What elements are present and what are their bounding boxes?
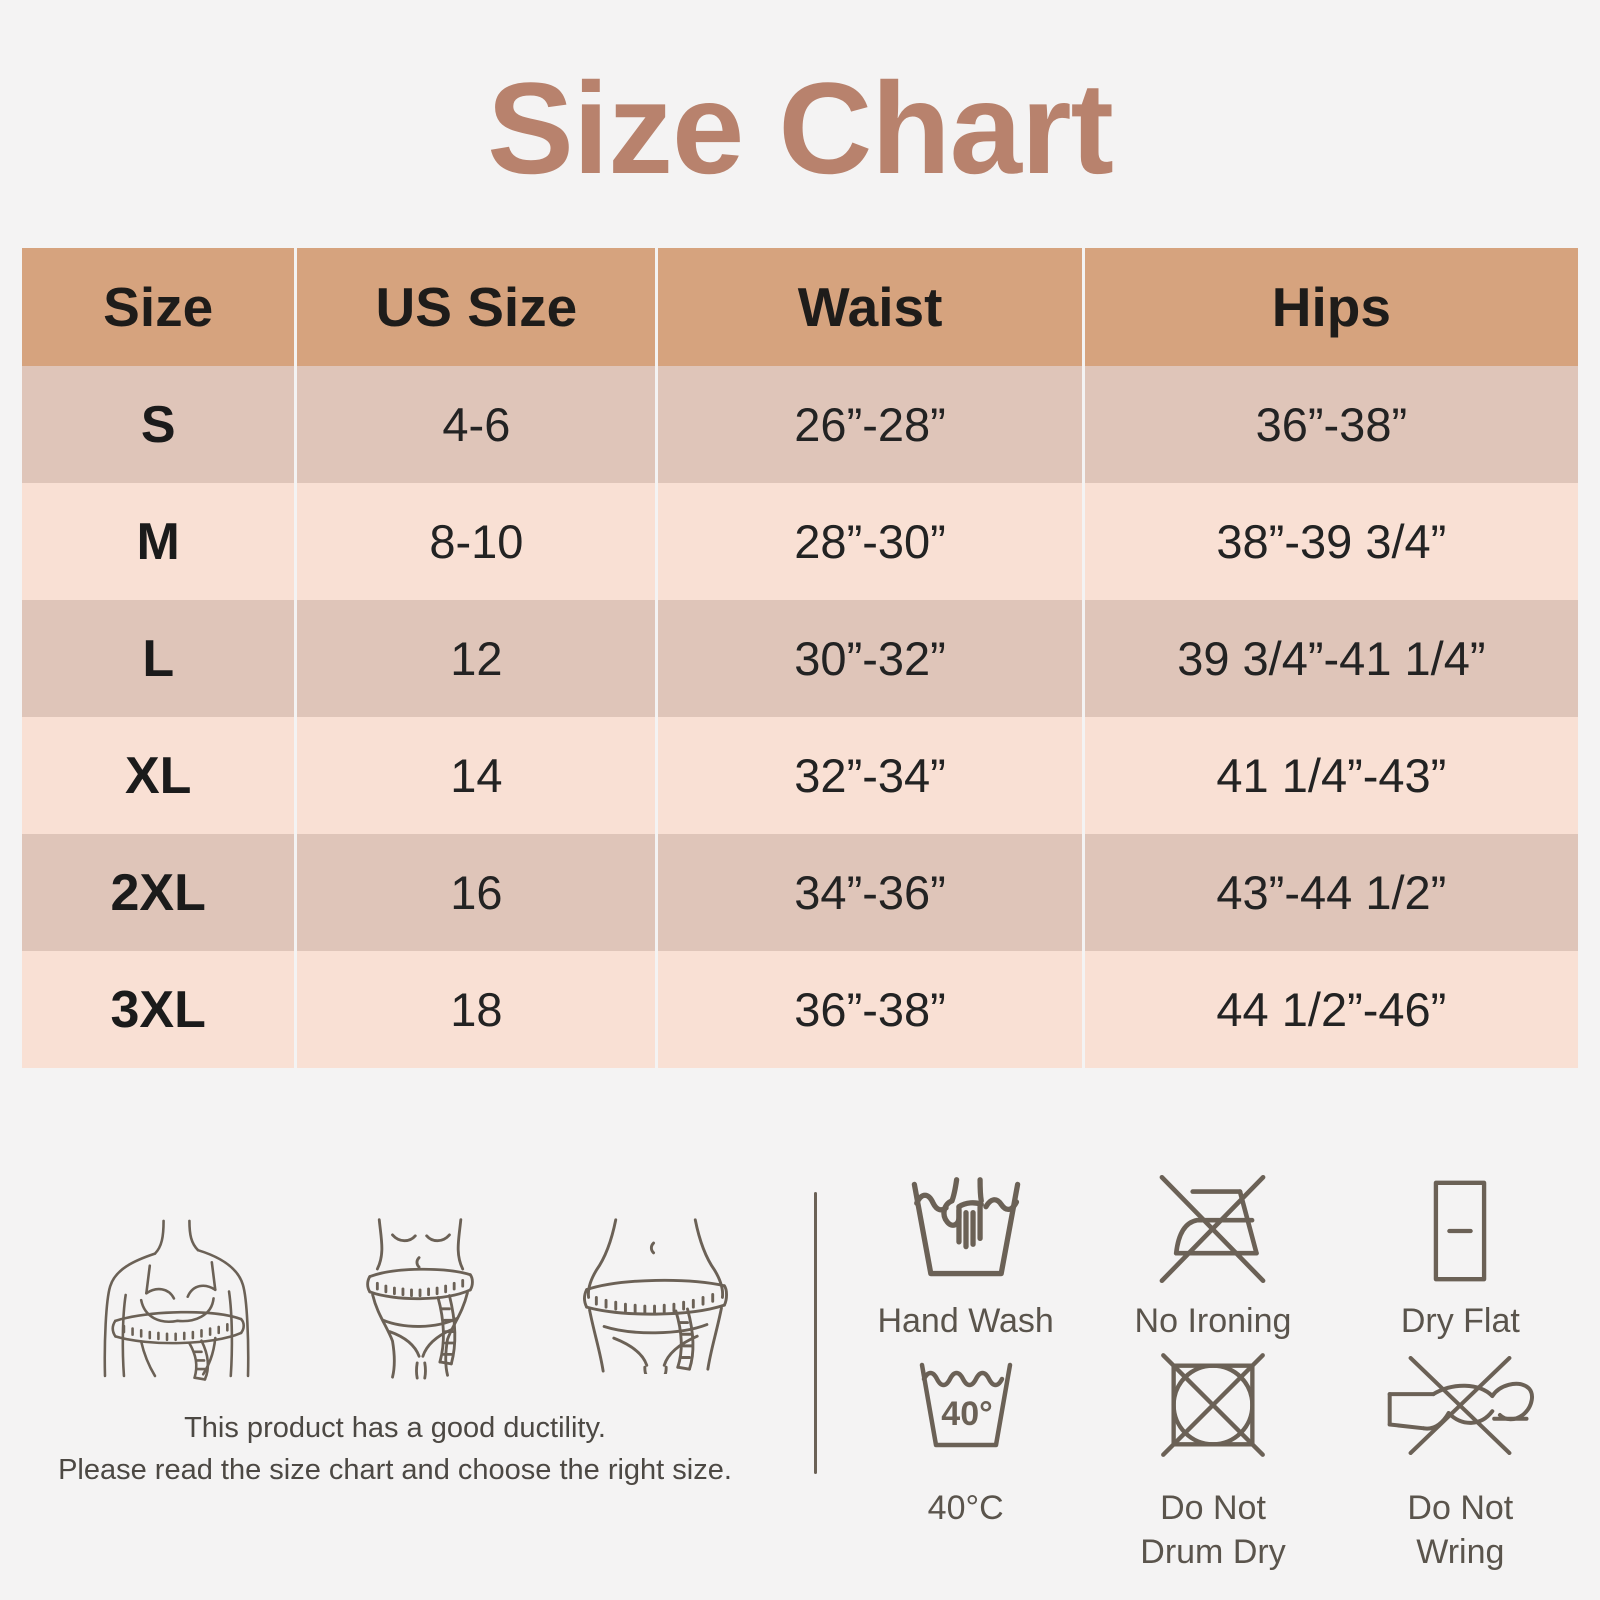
care-label-hand-wash: Hand Wash — [877, 1302, 1054, 1340]
cell-size: 2XL — [22, 834, 298, 951]
cell-waist: 26”-28” — [658, 366, 1085, 483]
cell-waist: 30”-32” — [658, 600, 1085, 717]
care-item-hand-wash: Hand Wash — [842, 1164, 1089, 1345]
hips-measure-icon — [583, 1218, 728, 1374]
cell-size: S — [22, 366, 298, 483]
care-label-no-ironing: No Ironing — [1134, 1302, 1292, 1340]
cell-hips: 41 1/4”-43” — [1084, 717, 1578, 834]
care-row-2: 40° 40°C Do Not Drum Dry — [842, 1339, 1584, 1574]
cell-hips: 36”-38” — [1084, 366, 1578, 483]
size-table: Size US Size Waist Hips S 4-6 26”-28” 36… — [22, 248, 1578, 1068]
header-cell-size: Size — [22, 248, 298, 366]
cell-us-size: 12 — [297, 600, 659, 717]
cell-us-size: 18 — [297, 951, 659, 1068]
care-item-no-ironing: No Ironing — [1089, 1164, 1336, 1345]
care-item-dry-flat: Dry Flat — [1337, 1164, 1584, 1345]
table-row-l: L 12 30”-32” 39 3/4”-41 1/4” — [22, 600, 1578, 717]
table-row-3xl: 3XL 18 36”-38” 44 1/2”-46” — [22, 951, 1578, 1068]
care-instructions: Hand Wash No Ironing — [842, 1164, 1584, 1574]
care-label-dry-flat: Dry Flat — [1400, 1302, 1520, 1340]
cell-hips: 44 1/2”-46” — [1084, 951, 1578, 1068]
do-not-drum-dry-icon — [1089, 1339, 1336, 1471]
cell-hips: 38”-39 3/4” — [1084, 483, 1578, 600]
cell-waist: 36”-38” — [658, 951, 1085, 1068]
cell-us-size: 16 — [297, 834, 659, 951]
cell-waist: 32”-34” — [658, 717, 1085, 834]
header-cell-hips: Hips — [1084, 248, 1578, 366]
measurement-figures — [86, 1214, 738, 1382]
care-item-do-not-wring: Do Not Wring — [1337, 1339, 1584, 1574]
sizing-note-line-2: Please read the size chart and choose th… — [58, 1454, 732, 1486]
cell-waist: 28”-30” — [658, 483, 1085, 600]
header-cell-waist: Waist — [658, 248, 1085, 366]
table-row-s: S 4-6 26”-28” 36”-38” — [22, 366, 1578, 483]
bust-measure-icon — [103, 1219, 250, 1381]
care-label-line-1: Do Not — [1160, 1489, 1266, 1527]
care-item-wash-40c: 40° 40°C — [842, 1339, 1089, 1574]
table-header-row: Size US Size Waist Hips — [22, 248, 1578, 366]
section-divider — [814, 1192, 817, 1474]
care-row-1: Hand Wash No Ironing — [842, 1164, 1584, 1345]
care-label-line-1: Do Not — [1407, 1489, 1514, 1527]
wash-40c-icon: 40° — [842, 1339, 1089, 1471]
cell-size: L — [22, 600, 298, 717]
care-item-do-not-drum-dry: Do Not Drum Dry — [1089, 1339, 1336, 1574]
cell-size: XL — [22, 717, 298, 834]
cell-us-size: 8-10 — [297, 483, 659, 600]
cell-size: M — [22, 483, 298, 600]
hand-wash-icon — [842, 1164, 1089, 1284]
sizing-note-line-1: This product has a good ductility. — [184, 1412, 606, 1444]
do-not-wring-icon — [1337, 1339, 1584, 1471]
cell-waist: 34”-36” — [658, 834, 1085, 951]
sizing-note: This product has a good ductility. Pleas… — [15, 1414, 775, 1485]
care-label-wash-40c: 40°C — [927, 1489, 1004, 1527]
cell-us-size: 14 — [297, 717, 659, 834]
wash-temp-text: 40° — [941, 1395, 992, 1433]
care-label-line-2: Wring — [1416, 1533, 1505, 1572]
table-row-2xl: 2XL 16 34”-36” 43”-44 1/2” — [22, 834, 1578, 951]
dry-flat-icon — [1337, 1164, 1584, 1284]
care-label-do-not-wring: Do Not Wring — [1337, 1486, 1584, 1574]
table-row-m: M 8-10 28”-30” 38”-39 3/4” — [22, 483, 1578, 600]
cell-hips: 39 3/4”-41 1/4” — [1084, 600, 1578, 717]
no-ironing-icon — [1089, 1164, 1336, 1284]
cell-us-size: 4-6 — [297, 366, 659, 483]
cell-size: 3XL — [22, 951, 298, 1068]
waist-measure-icon — [365, 1218, 474, 1380]
table-row-xl: XL 14 32”-34” 41 1/4”-43” — [22, 717, 1578, 834]
care-label-do-not-drum-dry: Do Not Drum Dry — [1089, 1486, 1336, 1574]
header-cell-us-size: US Size — [297, 248, 659, 366]
care-label-line-2: Drum Dry — [1140, 1533, 1286, 1572]
cell-hips: 43”-44 1/2” — [1084, 834, 1578, 951]
page-title: Size Chart — [487, 55, 1114, 201]
